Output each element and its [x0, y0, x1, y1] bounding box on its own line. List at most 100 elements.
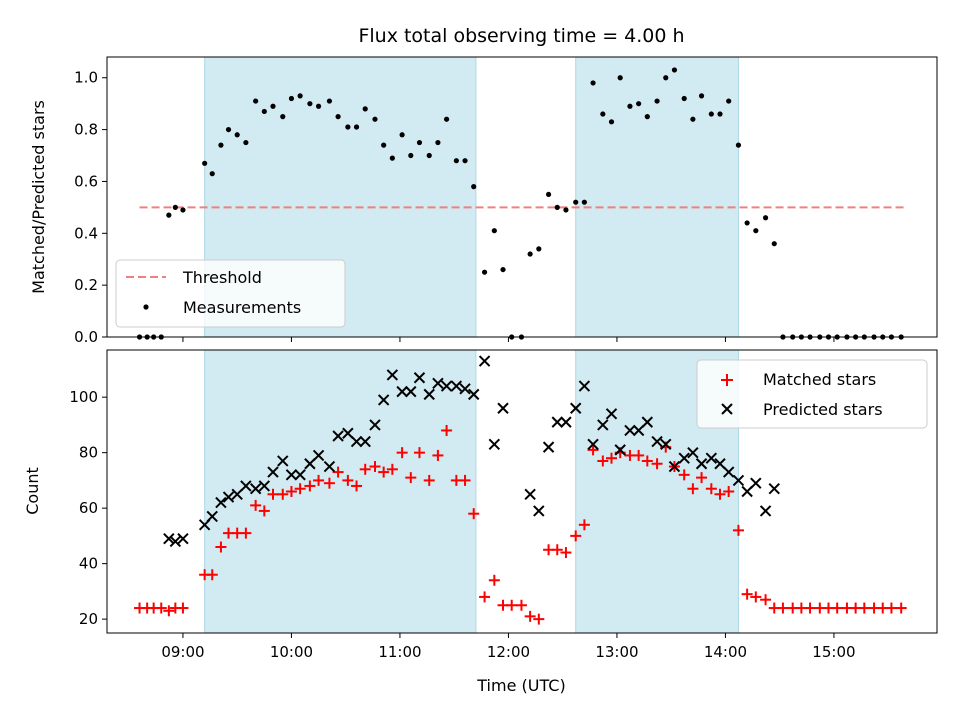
- matched-point-8: [206, 569, 218, 581]
- matched-point-55: [633, 449, 645, 461]
- matched-point-52: [606, 452, 618, 464]
- matched-point-71: [777, 602, 789, 614]
- x-tick-label-2: 11:00: [378, 643, 421, 661]
- matched-point-41: [506, 599, 518, 611]
- predicted-point-44: [587, 438, 599, 451]
- matched-point-3: [155, 602, 167, 614]
- bottom-y-axis-label: Count: [23, 467, 42, 515]
- bot-y-tick-label-4: 100: [69, 388, 98, 406]
- top-panel: 0.0 0.2 0.4 0.6 0.8 1.0 Matched/Predicted sta…: [29, 56, 938, 346]
- top-legend: Threshold Measurements: [115, 259, 346, 328]
- bot-observing-window-0: [204, 349, 477, 634]
- x-tick-label-5: 14:00: [704, 643, 747, 661]
- measurement-point-65: [726, 98, 732, 104]
- matched-point-38: [479, 591, 491, 603]
- predicted-point-4: [206, 510, 218, 523]
- predicted-point-52: [660, 438, 672, 451]
- measurement-point-43: [527, 251, 533, 257]
- matched-point-26: [369, 461, 381, 473]
- measurement-point-4: [166, 212, 172, 218]
- measurement-point-67: [744, 220, 750, 226]
- matched-point-33: [432, 449, 444, 461]
- predicted-point-27: [413, 372, 426, 384]
- measurement-point-17: [288, 95, 295, 102]
- matched-point-62: [696, 472, 708, 484]
- measurement-point-28: [389, 155, 395, 161]
- predicted-point-41: [560, 416, 572, 428]
- measurement-point-54: [627, 103, 633, 109]
- threshold-legend-label: Threshold: [182, 268, 262, 287]
- predicted-point-26: [405, 385, 417, 398]
- bottom-panel: 20 40 60 80 100 09:00 10:00 11:00 12:00 13:00 14:…: [23, 349, 938, 695]
- matched-point-43: [524, 610, 536, 622]
- matched-point-64: [714, 488, 726, 500]
- bottom-legend: Matched stars Predicted stars: [696, 359, 928, 429]
- bot-y-tick-label-3: 80: [79, 444, 98, 462]
- bot-y-tick-label-1: 40: [79, 555, 98, 573]
- measurement-point-30: [408, 152, 414, 159]
- matched-point-77: [831, 602, 843, 614]
- measurement-point-61: [690, 116, 696, 122]
- predicted-point-32: [459, 383, 471, 395]
- measurement-point-44: [536, 246, 542, 252]
- bottom-legend-box: [696, 359, 928, 429]
- predicted-legend-label: Predicted stars: [763, 400, 883, 419]
- top-y-tick-label-1: 0.2: [74, 276, 98, 294]
- predicted-point-5: [215, 496, 227, 509]
- matched-point-36: [459, 474, 471, 486]
- predicted-point-49: [632, 424, 645, 437]
- measurement-point-7: [202, 160, 208, 166]
- top-y-tick-label-3: 0.6: [74, 172, 98, 190]
- predicted-point-36: [497, 402, 509, 414]
- predicted-point-24: [386, 369, 399, 381]
- measurement-point-49: [581, 199, 587, 205]
- predicted-point-23: [377, 394, 390, 406]
- predicted-point-1: [169, 535, 182, 548]
- chart-title: Flux total observing time = 4.00 h: [358, 25, 684, 47]
- measurement-point-40: [500, 266, 506, 273]
- measurement-point-46: [554, 204, 560, 210]
- predicted-point-50: [641, 416, 654, 428]
- top-y-tick-label-5: 1.0: [74, 69, 98, 87]
- measurement-point-14: [261, 108, 267, 115]
- x-tick-label-4: 13:00: [595, 643, 638, 661]
- matched-point-44: [533, 613, 545, 625]
- measurement-point-6: [180, 207, 186, 213]
- predicted-point-8: [240, 480, 252, 492]
- predicted-point-10: [258, 480, 271, 492]
- x-tick-label-3: 12:00: [487, 643, 530, 661]
- matched-point-34: [441, 424, 453, 436]
- predicted-point-61: [741, 485, 753, 498]
- measurement-point-53: [617, 75, 623, 81]
- predicted-point-55: [687, 446, 699, 459]
- predicted-point-58: [714, 458, 726, 470]
- predicted-point-19: [342, 427, 354, 439]
- matched-point-29: [396, 447, 408, 459]
- measurement-point-70: [771, 241, 777, 247]
- predicted-point-46: [605, 408, 618, 420]
- measurement-point-39: [491, 228, 497, 234]
- measurement-point-24: [353, 124, 360, 130]
- x-tick-label-6: 15:00: [812, 643, 855, 661]
- measurement-point-64: [717, 111, 723, 117]
- measurement-point-38: [481, 269, 488, 275]
- matched-point-19: [304, 480, 316, 492]
- predicted-point-15: [304, 458, 316, 470]
- predicted-point-40: [551, 416, 563, 428]
- measurement-point-25: [362, 106, 368, 112]
- matched-point-80: [858, 602, 870, 614]
- predicted-point-42: [569, 402, 582, 414]
- predicted-point-37: [524, 488, 536, 500]
- matched-point-25: [359, 463, 371, 475]
- measurement-point-12: [243, 139, 249, 146]
- top-panel-frame: [106, 56, 938, 338]
- predicted-point-57: [705, 452, 718, 464]
- measurement-point-23: [345, 124, 351, 130]
- measurement-point-60: [681, 95, 687, 102]
- predicted-point-14: [294, 469, 306, 481]
- top-y-tick-label-0: 0.0: [74, 328, 98, 346]
- measurement-point-5: [172, 204, 178, 210]
- matched-point-60: [678, 469, 690, 481]
- bot-y-tick-label-0: 20: [79, 610, 98, 628]
- matched-point-22: [332, 466, 344, 478]
